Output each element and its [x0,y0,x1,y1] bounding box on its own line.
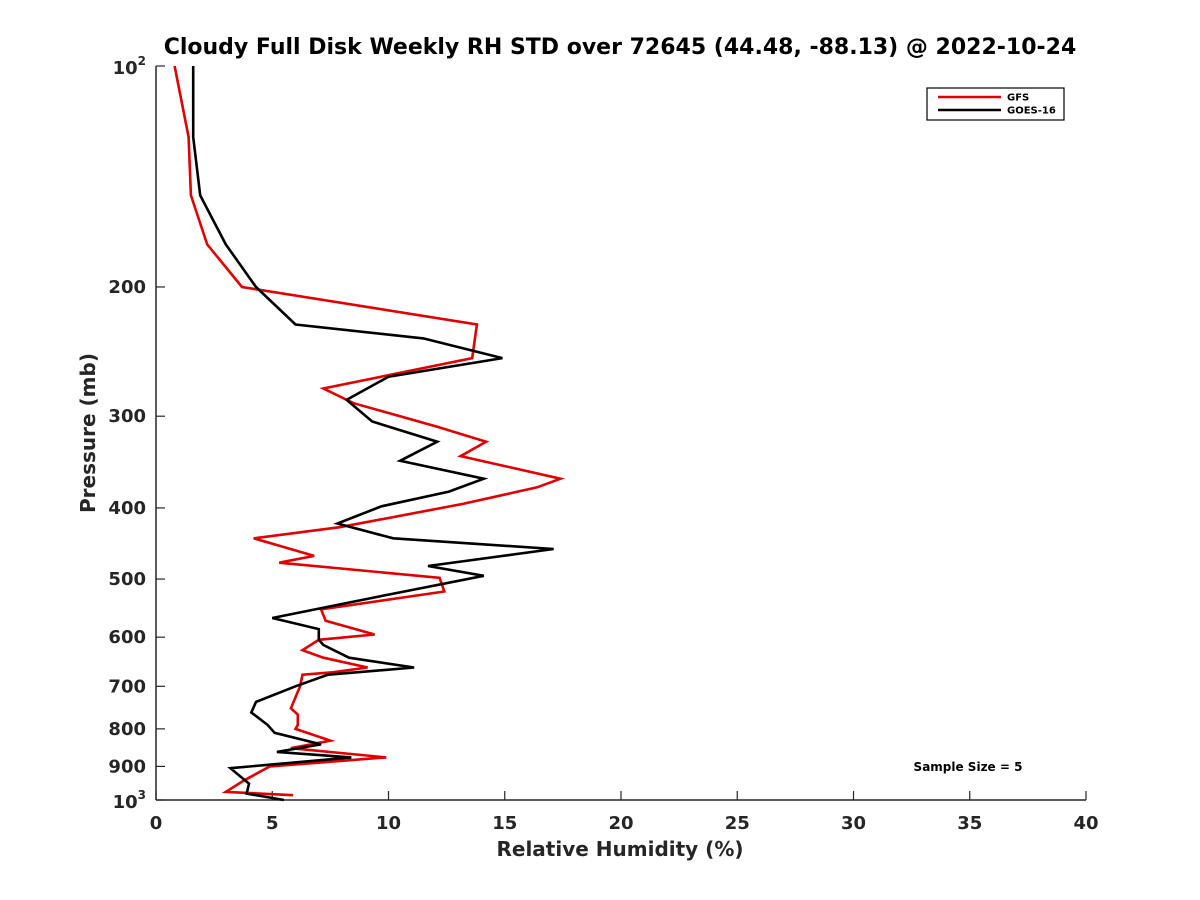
x-tick-label: 30 [841,813,866,834]
legend-entry-label: GFS [1007,93,1029,104]
y-tick-label: 103 [113,788,146,813]
sample-size-annotation: Sample Size = 5 [914,760,1023,774]
legend-entry-label: GOES-16 [1007,106,1056,117]
x-axis-label: Relative Humidity (%) [496,837,743,861]
x-tick-label: 5 [266,813,279,834]
y-tick-label: 300 [108,406,146,427]
y-tick-base: 10 [113,792,138,813]
y-tick-label: 102 [113,54,146,79]
series-line-gfs [173,65,566,797]
series-layer [173,65,566,802]
y-tick-label: 900 [108,756,146,777]
y-tick-label: 200 [108,277,146,298]
x-tick-label: 15 [492,813,517,834]
x-tick-label: 20 [608,813,633,834]
x-tick-label: 25 [725,813,750,834]
axes: 0 5 10 15 20 25 30 35 40102200300400500600700800… [108,54,1098,834]
x-tick-label: 40 [1073,813,1098,834]
series-line-goes-16 [191,66,554,802]
legend-box [926,87,1065,121]
x-tick-label: 35 [957,813,982,834]
y-tick-label: 700 [108,676,146,697]
legend: GFS GOES-16 [926,87,1065,121]
y-tick-base: 10 [113,58,138,79]
y-tick-exponent: 3 [138,788,146,802]
x-tick-label: 0 [150,813,163,834]
y-tick-label: 800 [108,719,146,740]
y-axis-label: Pressure (mb) [76,353,100,513]
y-tick-exponent: 2 [138,54,146,68]
chart-title: Cloudy Full Disk Weekly RH STD over 7264… [164,35,1077,60]
y-tick-label: 600 [108,627,146,648]
x-tick-label: 10 [376,813,401,834]
y-tick-label: 400 [108,498,146,519]
y-tick-label: 500 [108,569,146,590]
